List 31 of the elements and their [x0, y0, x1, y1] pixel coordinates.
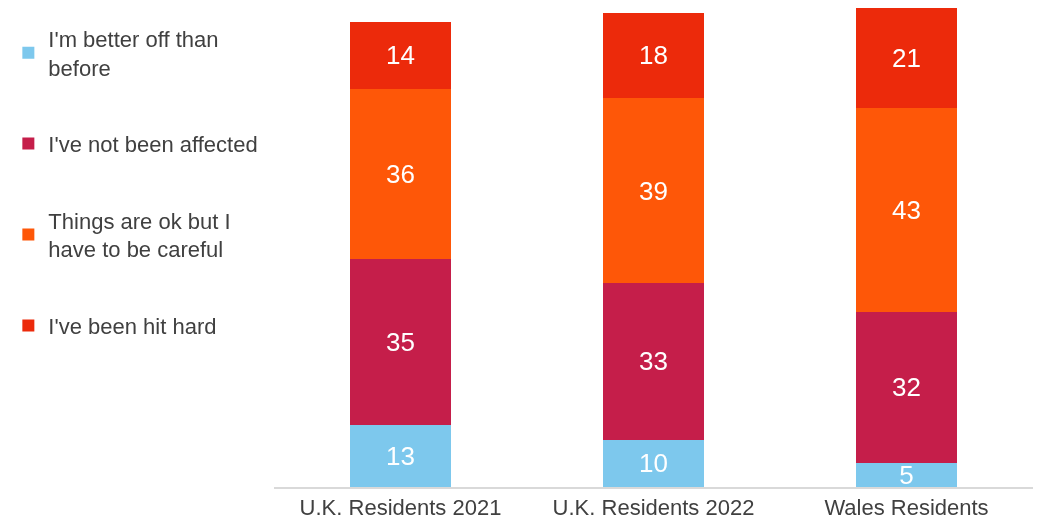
legend-label: I've not been affected	[48, 132, 258, 158]
data-label: 39	[639, 175, 668, 206]
bar	[349, 425, 452, 487]
legend-label: I'm better off than before	[48, 26, 219, 81]
data-label: 35	[386, 327, 415, 358]
legend-label: I've been hit hard	[48, 313, 217, 339]
bar	[855, 107, 958, 312]
bar	[602, 283, 705, 440]
bar	[855, 311, 958, 464]
data-label: 10	[639, 448, 668, 479]
bar	[855, 8, 958, 108]
data-label: 14	[386, 40, 415, 71]
x-tick-label: U.K. Residents 2021	[299, 495, 502, 521]
x-tick-label: U.K. Residents 2022	[552, 495, 755, 521]
data-label: 21	[892, 42, 921, 73]
data-label: 5	[899, 460, 914, 491]
bar	[602, 439, 705, 487]
data-label: 36	[386, 158, 415, 189]
legend-label: Things are ok but I have to be careful	[48, 208, 231, 263]
bar	[349, 259, 452, 426]
bar	[602, 98, 705, 284]
bar	[349, 22, 452, 89]
bar	[602, 12, 705, 99]
bar	[349, 88, 452, 260]
data-label: 18	[639, 40, 668, 71]
data-label: 13	[386, 441, 415, 472]
bar	[855, 463, 958, 487]
x-tick-label: Wales Residents	[824, 495, 989, 521]
data-label: 32	[892, 372, 921, 403]
data-label: 43	[892, 194, 921, 225]
data-label: 33	[639, 346, 668, 377]
